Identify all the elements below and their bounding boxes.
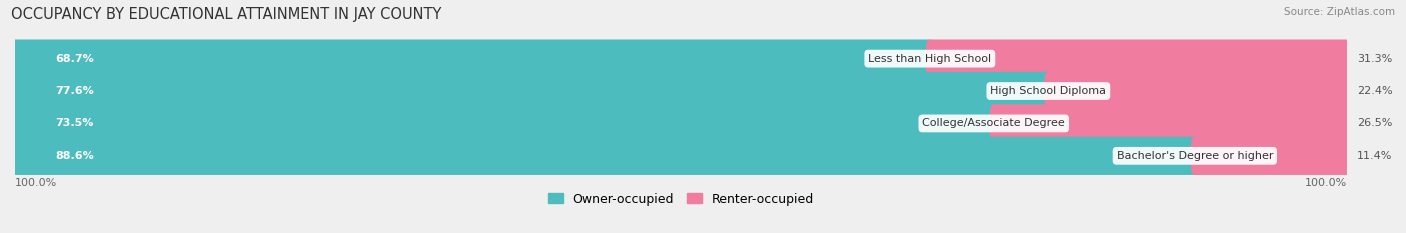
Text: High School Diploma: High School Diploma: [990, 86, 1107, 96]
Text: 100.0%: 100.0%: [15, 178, 58, 188]
FancyBboxPatch shape: [11, 137, 1199, 175]
Text: College/Associate Degree: College/Associate Degree: [922, 118, 1066, 128]
Text: OCCUPANCY BY EDUCATIONAL ATTAINMENT IN JAY COUNTY: OCCUPANCY BY EDUCATIONAL ATTAINMENT IN J…: [11, 7, 441, 22]
FancyBboxPatch shape: [1191, 137, 1351, 175]
Text: Bachelor's Degree or higher: Bachelor's Degree or higher: [1116, 151, 1272, 161]
FancyBboxPatch shape: [11, 137, 1351, 175]
Text: 11.4%: 11.4%: [1357, 151, 1393, 161]
FancyBboxPatch shape: [11, 72, 1351, 110]
Text: 77.6%: 77.6%: [55, 86, 94, 96]
Text: Source: ZipAtlas.com: Source: ZipAtlas.com: [1284, 7, 1395, 17]
Text: 100.0%: 100.0%: [1305, 178, 1347, 188]
FancyBboxPatch shape: [11, 104, 1351, 143]
Text: 73.5%: 73.5%: [55, 118, 93, 128]
Text: 88.6%: 88.6%: [55, 151, 94, 161]
FancyBboxPatch shape: [990, 104, 1351, 143]
FancyBboxPatch shape: [11, 40, 934, 78]
Text: 26.5%: 26.5%: [1357, 118, 1393, 128]
Text: 31.3%: 31.3%: [1357, 54, 1392, 64]
FancyBboxPatch shape: [11, 40, 1351, 78]
FancyBboxPatch shape: [1045, 72, 1351, 110]
Legend: Owner-occupied, Renter-occupied: Owner-occupied, Renter-occupied: [548, 193, 814, 206]
Text: 22.4%: 22.4%: [1357, 86, 1393, 96]
Text: Less than High School: Less than High School: [869, 54, 991, 64]
Text: 68.7%: 68.7%: [55, 54, 94, 64]
FancyBboxPatch shape: [11, 104, 998, 143]
FancyBboxPatch shape: [927, 40, 1351, 78]
FancyBboxPatch shape: [11, 72, 1052, 110]
